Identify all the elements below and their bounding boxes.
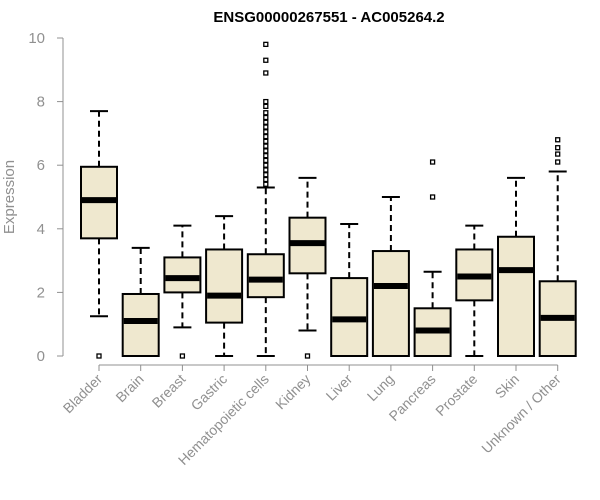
y-tick-label: 2 xyxy=(37,284,45,301)
box-3 xyxy=(163,224,202,359)
outlier-point xyxy=(555,137,561,143)
outlier-point xyxy=(263,57,269,63)
box-2 xyxy=(121,246,160,357)
outlier-point xyxy=(304,353,311,359)
iqr-box xyxy=(497,235,535,357)
outlier-point xyxy=(263,124,269,130)
box-6 xyxy=(288,176,327,359)
outlier-point xyxy=(263,133,269,140)
outlier-point xyxy=(263,110,269,116)
box-7 xyxy=(330,223,369,357)
y-tick-label: 4 xyxy=(37,221,45,238)
y-axis-label: Expression xyxy=(1,160,18,234)
outlier-point xyxy=(263,181,269,187)
outlier-point xyxy=(555,151,561,157)
y-tick-label: 10 xyxy=(28,30,45,47)
outlier-point xyxy=(263,167,269,173)
outlier-point xyxy=(429,159,436,165)
y-tick-label: 0 xyxy=(37,348,45,365)
outlier-point xyxy=(263,70,269,76)
x-tick-label: Lung xyxy=(364,371,397,404)
outlier-point xyxy=(96,353,102,359)
y-tick-label: 6 xyxy=(37,157,45,174)
outlier-point xyxy=(263,157,269,164)
outlier-point xyxy=(263,153,269,159)
box-1 xyxy=(80,110,118,359)
box-10 xyxy=(455,224,494,357)
outlier-point xyxy=(263,103,269,110)
iqr-box xyxy=(246,253,285,299)
chart-title: ENSG00000267551 - AC005264.2 xyxy=(213,9,444,26)
outlier-point xyxy=(263,114,269,121)
outlier-point xyxy=(263,176,269,183)
iqr-box xyxy=(121,292,160,357)
y-tick-label: 8 xyxy=(37,94,45,111)
y-axis: 0 2 4 6 8 10 xyxy=(28,30,64,365)
iqr-box xyxy=(371,250,410,357)
x-tick-label: Skin xyxy=(492,371,523,402)
outlier-point xyxy=(263,148,269,154)
outlier-point xyxy=(263,119,269,125)
outlier-point xyxy=(429,194,436,200)
box-5 xyxy=(246,41,285,357)
box-9 xyxy=(413,159,452,357)
x-tick-label: Bladder xyxy=(60,371,106,417)
outlier-point xyxy=(263,143,269,149)
x-tick-label: Liver xyxy=(323,371,356,404)
boxes xyxy=(80,41,577,359)
outlier-point xyxy=(263,138,269,145)
outlier-point xyxy=(263,129,269,135)
outlier-point xyxy=(263,172,269,178)
outlier-point xyxy=(263,41,269,48)
box-4 xyxy=(205,215,244,357)
outlier-point xyxy=(179,353,186,359)
x-tick-label: Breast xyxy=(149,371,189,411)
outlier-point xyxy=(555,145,561,151)
outlier-point xyxy=(555,159,561,165)
x-tick-label: Brain xyxy=(112,371,146,405)
box-11 xyxy=(497,176,535,357)
iqr-box xyxy=(205,248,244,324)
outlier-point xyxy=(263,98,269,105)
iqr-box xyxy=(163,256,202,294)
box-8 xyxy=(371,196,410,357)
x-tick-label: Kidney xyxy=(272,371,314,413)
outlier-point xyxy=(263,162,269,168)
box-12 xyxy=(538,137,577,357)
x-tick-label: Prostate xyxy=(432,371,480,419)
x-tick-label: Unknown / Other xyxy=(478,371,564,457)
